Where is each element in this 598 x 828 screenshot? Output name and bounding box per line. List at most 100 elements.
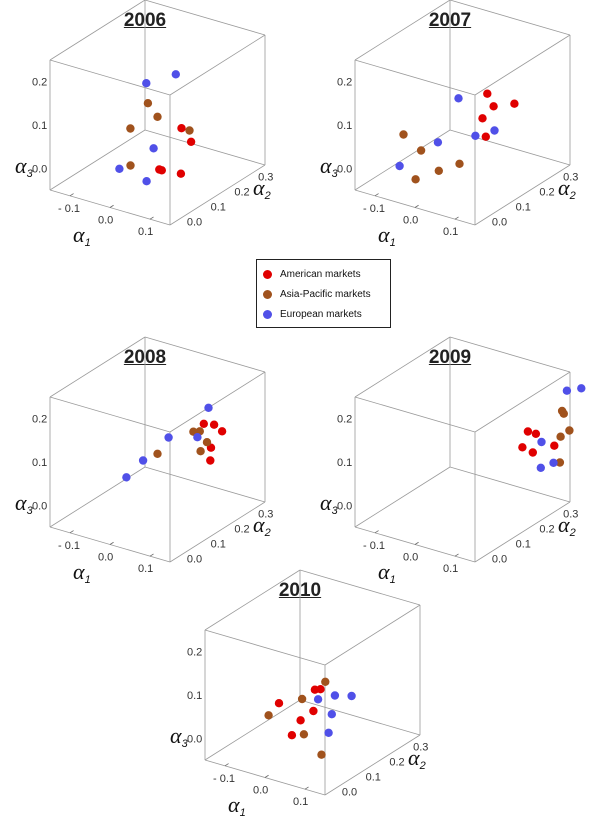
data-point: [176, 169, 186, 178]
tick-mark: [264, 774, 269, 778]
alpha2-axis-label-subscript: 2: [569, 527, 576, 539]
alpha2-axis-label-subscript: 2: [569, 190, 576, 202]
a3-tick-label: 0.2: [337, 77, 352, 89]
tick-mark: [69, 530, 74, 534]
data-point: [185, 126, 194, 135]
box-edge: [169, 501, 266, 563]
data-point: [126, 124, 135, 133]
a1-tick-label: - 0.1: [58, 540, 80, 552]
a2-tick-label: 0.2: [234, 187, 249, 199]
data-point: [454, 94, 463, 103]
panel-2007: 2007 - 0.1 0.0 0.1 0.3 0.2 0.1 0.0 0.2 0.1 0.0 α1 α…: [320, 0, 580, 255]
data-point: [490, 126, 499, 135]
data-point: [483, 89, 492, 98]
box-edge: [49, 466, 146, 528]
data-point: [395, 161, 404, 171]
box-edge: [449, 129, 571, 166]
box-edge: [144, 336, 266, 373]
a1-tick-label: - 0.1: [363, 203, 385, 215]
a3-tick-label: 0.2: [32, 77, 47, 89]
data-point: [313, 695, 323, 704]
data-point: [177, 124, 186, 133]
alpha3-axis-label-subscript: 3: [332, 505, 339, 517]
alpha3-axis-label: α3: [320, 490, 339, 517]
a2-tick-label: 0.0: [342, 787, 357, 799]
box-edge: [49, 59, 171, 96]
data-point: [316, 685, 325, 694]
data-point: [562, 386, 572, 395]
a2-tick-label: 0.0: [492, 554, 507, 566]
data-point: [471, 131, 480, 140]
alpha1-axis-label: α1: [228, 792, 246, 819]
data-point: [309, 706, 318, 716]
data-point: [327, 710, 336, 719]
a2-tick-label: 0.0: [187, 554, 202, 566]
a2-tick-label: 0.2: [234, 524, 249, 536]
a3-tick-label: 0.1: [187, 690, 202, 702]
box-edge: [324, 734, 421, 796]
data-point: [142, 177, 151, 186]
alpha2-axis-label-subscript: 2: [264, 527, 271, 539]
a1-tick-label: 0.0: [403, 215, 418, 227]
panel-2009: 2009 - 0.1 0.0 0.1 0.3 0.2 0.1 0.0 0.2 0.1 0.0 α1 α…: [320, 336, 586, 592]
data-point: [321, 677, 330, 686]
data-point: [299, 730, 309, 739]
a2-tick-label: 0.1: [516, 539, 531, 551]
data-point: [411, 175, 420, 184]
alpha1-axis-label: α1: [378, 222, 396, 249]
tick-mark: [374, 530, 379, 534]
box-edge: [474, 164, 571, 226]
data-point: [157, 166, 166, 175]
alpha3-axis-label: α3: [320, 153, 339, 180]
data-point: [164, 433, 173, 442]
box-edge: [204, 699, 301, 761]
data-point: [274, 699, 284, 708]
box-edge: [204, 629, 326, 666]
a2-tick-label: 0.3: [563, 172, 578, 184]
a1-tick-label: 0.0: [98, 552, 113, 564]
a2-tick-label: 0.2: [389, 757, 404, 769]
data-point: [153, 449, 162, 458]
alpha1-axis-label-subscript: 1: [390, 574, 396, 586]
a2-tick-label: 0.2: [539, 524, 554, 536]
data-point: [489, 102, 498, 111]
tick-mark: [109, 541, 114, 545]
legend: American markets Asia-Pacific markets Eu…: [256, 259, 391, 328]
data-point: [478, 114, 487, 123]
a2-tick-label: 0.3: [413, 742, 428, 754]
tick-mark: [149, 553, 154, 557]
box-edge: [354, 336, 451, 398]
data-point: [143, 99, 153, 108]
data-point: [416, 146, 426, 155]
data-point: [518, 443, 527, 452]
legend-item-asia-pacific: Asia-Pacific markets: [263, 284, 384, 304]
box-edge: [474, 371, 571, 433]
a3-tick-label: 0.1: [337, 457, 352, 469]
tick-mark: [374, 193, 379, 197]
a1-tick-label: 0.1: [443, 563, 458, 575]
data-point: [217, 427, 227, 436]
alpha3-axis-label-subscript: 3: [27, 505, 34, 517]
box-edge: [49, 0, 146, 61]
tick-mark: [69, 193, 74, 197]
a1-tick-label: - 0.1: [363, 540, 385, 552]
legend-label: American markets: [280, 268, 361, 280]
data-point: [577, 384, 586, 393]
panel-2006: 2006 - 0.1 0.0 0.1 0.3 0.2 0.1 0.0 0.2 0.1 0.0 α1 α…: [15, 0, 275, 255]
alpha1-axis-label: α1: [73, 222, 91, 249]
a2-tick-label: 0.0: [187, 217, 202, 229]
a1-tick-label: 0.1: [443, 226, 458, 238]
data-point: [199, 419, 208, 428]
legend-item-european: European markets: [263, 304, 384, 324]
box-edge: [354, 0, 451, 61]
alpha1-axis-label-subscript: 1: [85, 574, 91, 586]
alpha1-axis-label-subscript: 1: [240, 807, 246, 819]
alpha3-axis-label-subscript: 3: [182, 738, 189, 750]
data-point: [171, 70, 180, 79]
box-edge: [49, 336, 146, 398]
a3-tick-label: 0.2: [32, 414, 47, 426]
